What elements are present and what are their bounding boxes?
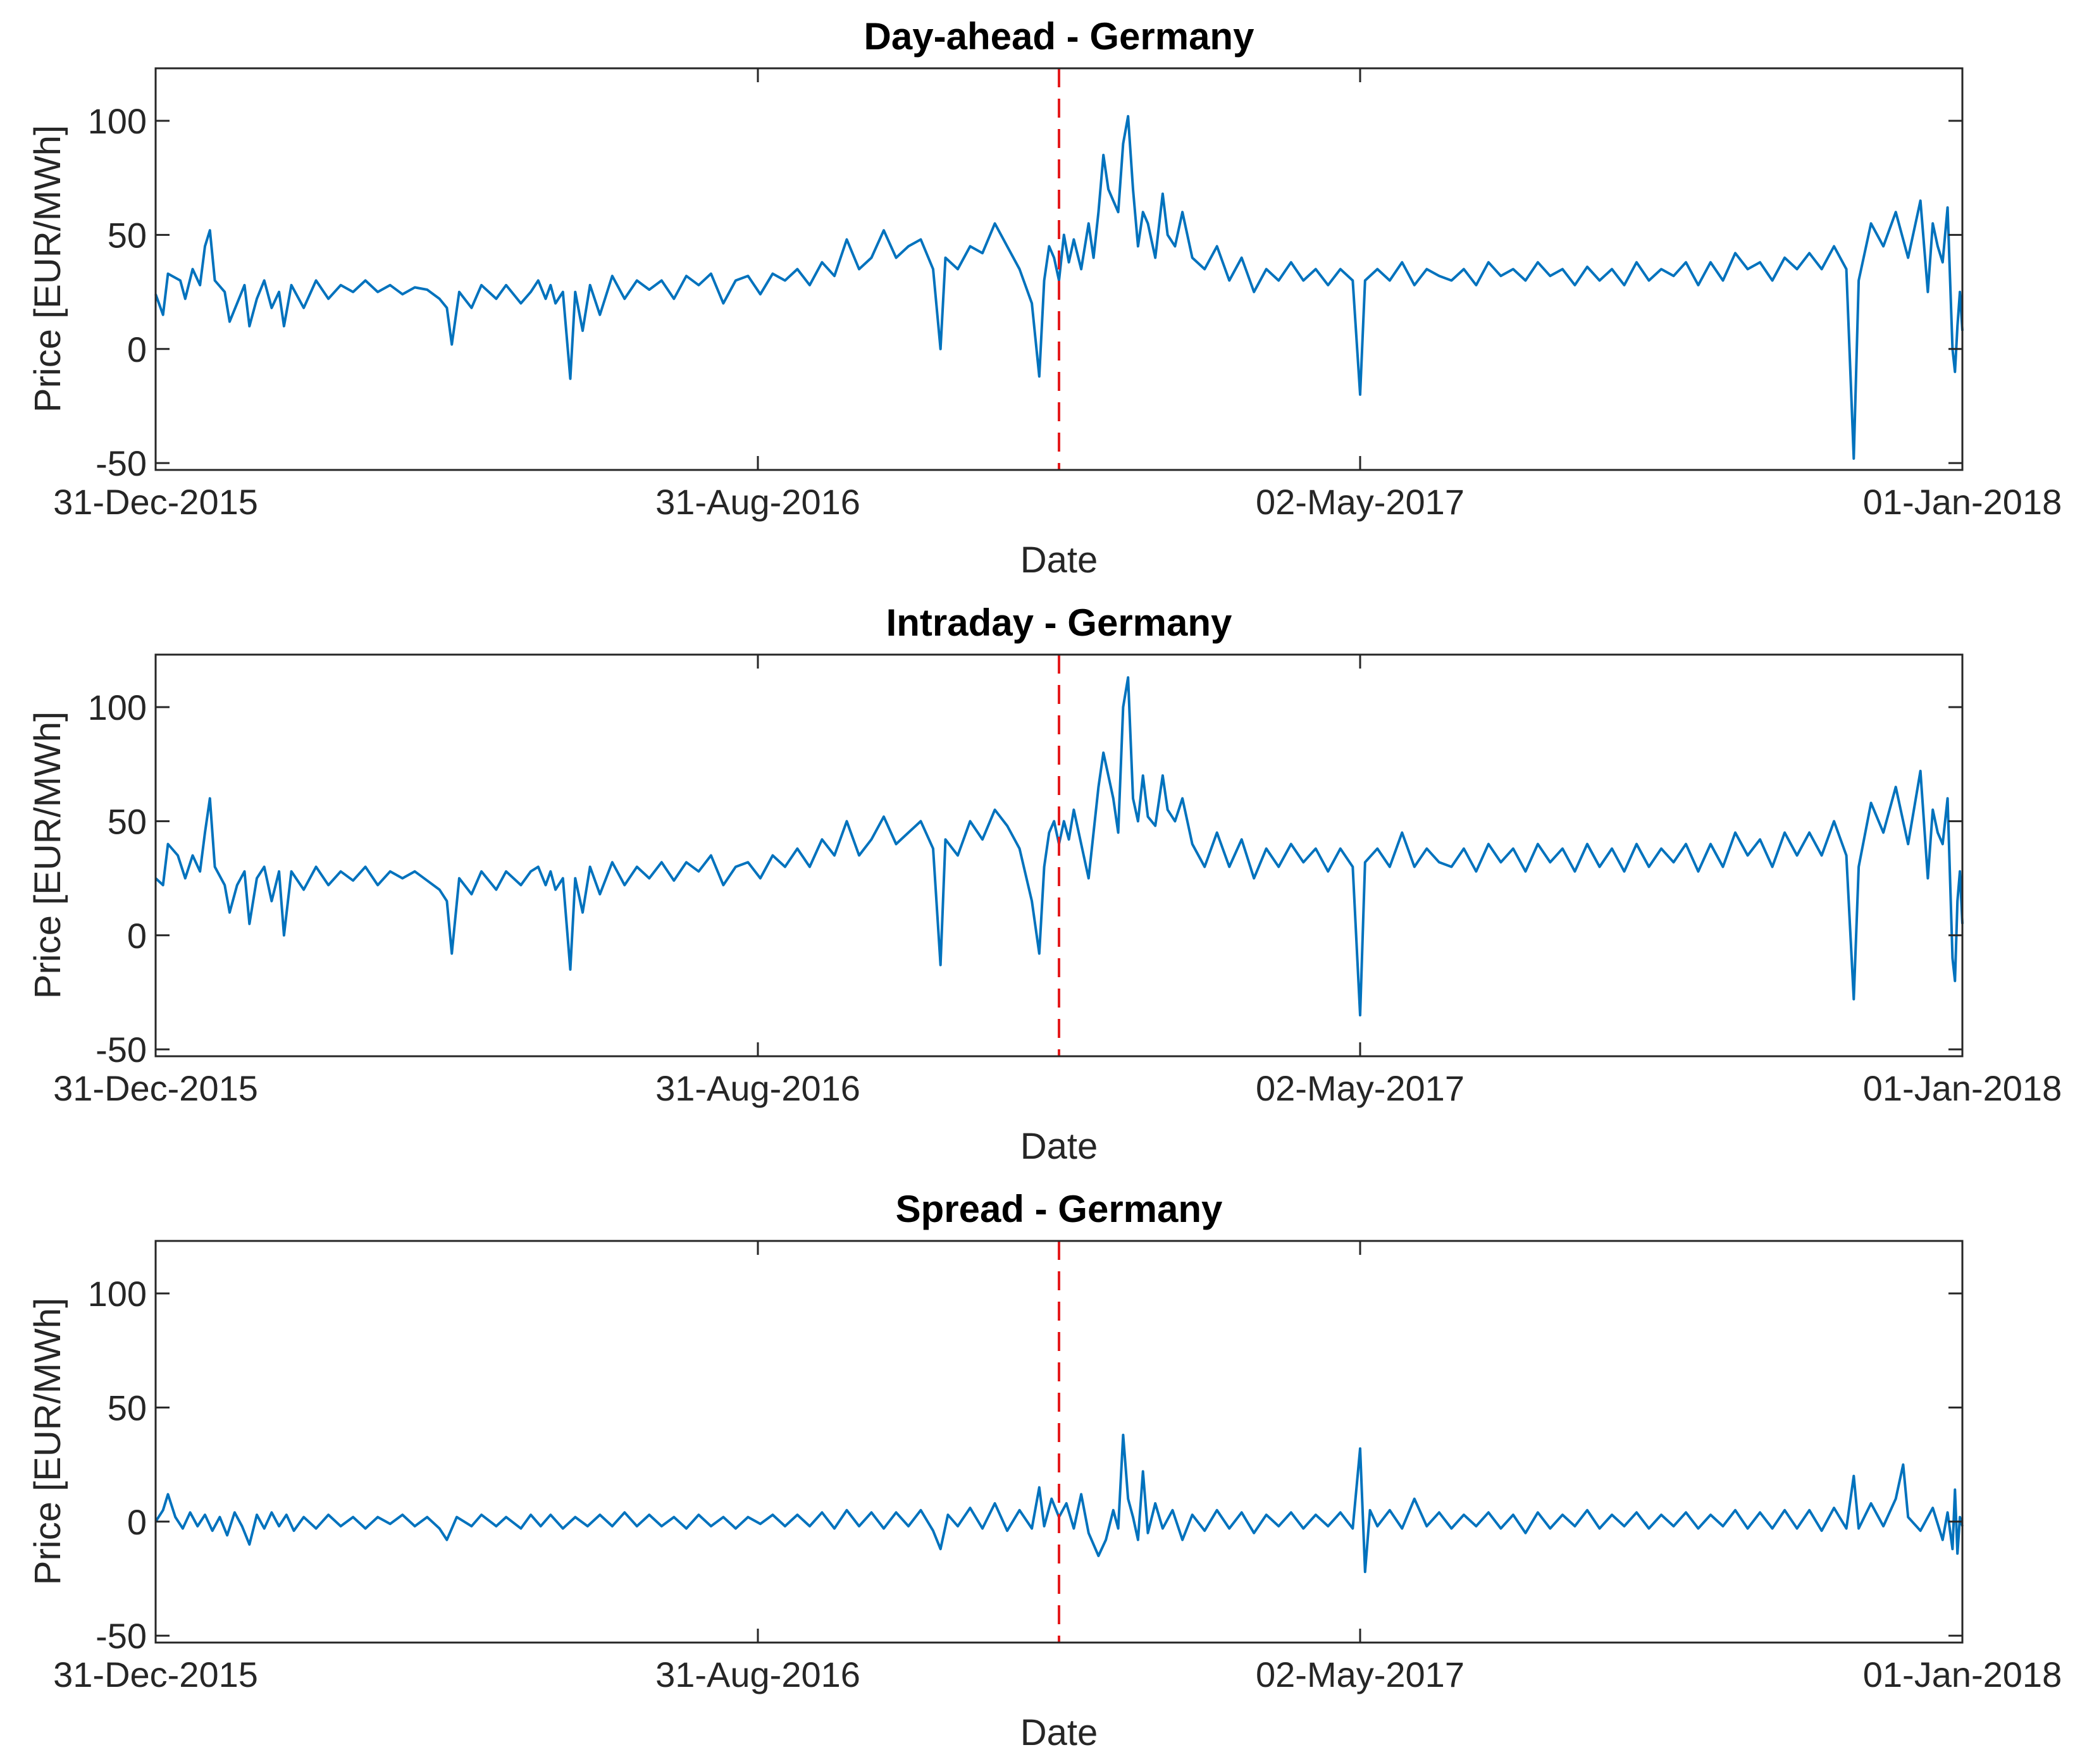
y-tick-label: 100 bbox=[88, 1274, 147, 1314]
y-tick-label: 100 bbox=[88, 688, 147, 727]
axes-frame bbox=[154, 1240, 1964, 1644]
x-tick-label: 01-Jan-2018 bbox=[1863, 482, 2062, 522]
series-line bbox=[154, 676, 1964, 1017]
x-axis-label: Date bbox=[1020, 540, 1098, 581]
y-axis-label: Price [EUR/MWh] bbox=[27, 1298, 68, 1585]
y-axis-label: Price [EUR/MWh] bbox=[27, 125, 68, 412]
y-axis-label: Price [EUR/MWh] bbox=[27, 712, 68, 999]
x-axis-label: Date bbox=[1020, 1126, 1098, 1167]
y-tick-label: 50 bbox=[108, 801, 147, 841]
panel-spread: Spread - Germany Date Price [EUR/MWh] -5… bbox=[27, 1188, 2062, 1753]
y-tick-label: 100 bbox=[88, 101, 147, 141]
x-tick-label: 31-Aug-2016 bbox=[655, 482, 860, 522]
x-tick-label: 02-May-2017 bbox=[1256, 1068, 1465, 1108]
chart-title: Intraday - Germany bbox=[886, 601, 1232, 644]
y-tick-label: 0 bbox=[127, 916, 147, 956]
x-tick-label: 31-Dec-2015 bbox=[53, 482, 258, 522]
x-tick-label: 31-Dec-2015 bbox=[53, 1068, 258, 1108]
axes-frame bbox=[154, 653, 1964, 1058]
y-tick-label: 50 bbox=[108, 1388, 147, 1428]
axes-frame bbox=[154, 67, 1964, 471]
x-tick-label: 01-Jan-2018 bbox=[1863, 1655, 2062, 1694]
y-tick-label: 50 bbox=[108, 215, 147, 255]
y-tick-label: 0 bbox=[127, 330, 147, 369]
x-tick-label: 31-Aug-2016 bbox=[655, 1655, 860, 1694]
panel-intraday: Intraday - Germany Date Price [EUR/MWh] … bbox=[27, 601, 2062, 1167]
y-tick-label: -50 bbox=[96, 1030, 147, 1070]
y-tick-label: -50 bbox=[96, 1616, 147, 1656]
y-tick-label: 0 bbox=[127, 1502, 147, 1542]
chart-title: Spread - Germany bbox=[896, 1188, 1223, 1230]
series-line bbox=[154, 114, 1964, 460]
series-line bbox=[154, 1433, 1964, 1574]
chart-title: Day-ahead - Germany bbox=[864, 15, 1255, 58]
x-axis-label: Date bbox=[1020, 1712, 1098, 1753]
panel-day-ahead: Day-ahead - Germany Date Price [EUR/MWh]… bbox=[27, 15, 2062, 581]
x-tick-label: 02-May-2017 bbox=[1256, 1655, 1465, 1694]
x-tick-label: 01-Jan-2018 bbox=[1863, 1068, 2062, 1108]
y-tick-label: -50 bbox=[96, 443, 147, 483]
x-tick-label: 02-May-2017 bbox=[1256, 482, 1465, 522]
x-tick-label: 31-Dec-2015 bbox=[53, 1655, 258, 1694]
x-tick-label: 31-Aug-2016 bbox=[655, 1068, 860, 1108]
